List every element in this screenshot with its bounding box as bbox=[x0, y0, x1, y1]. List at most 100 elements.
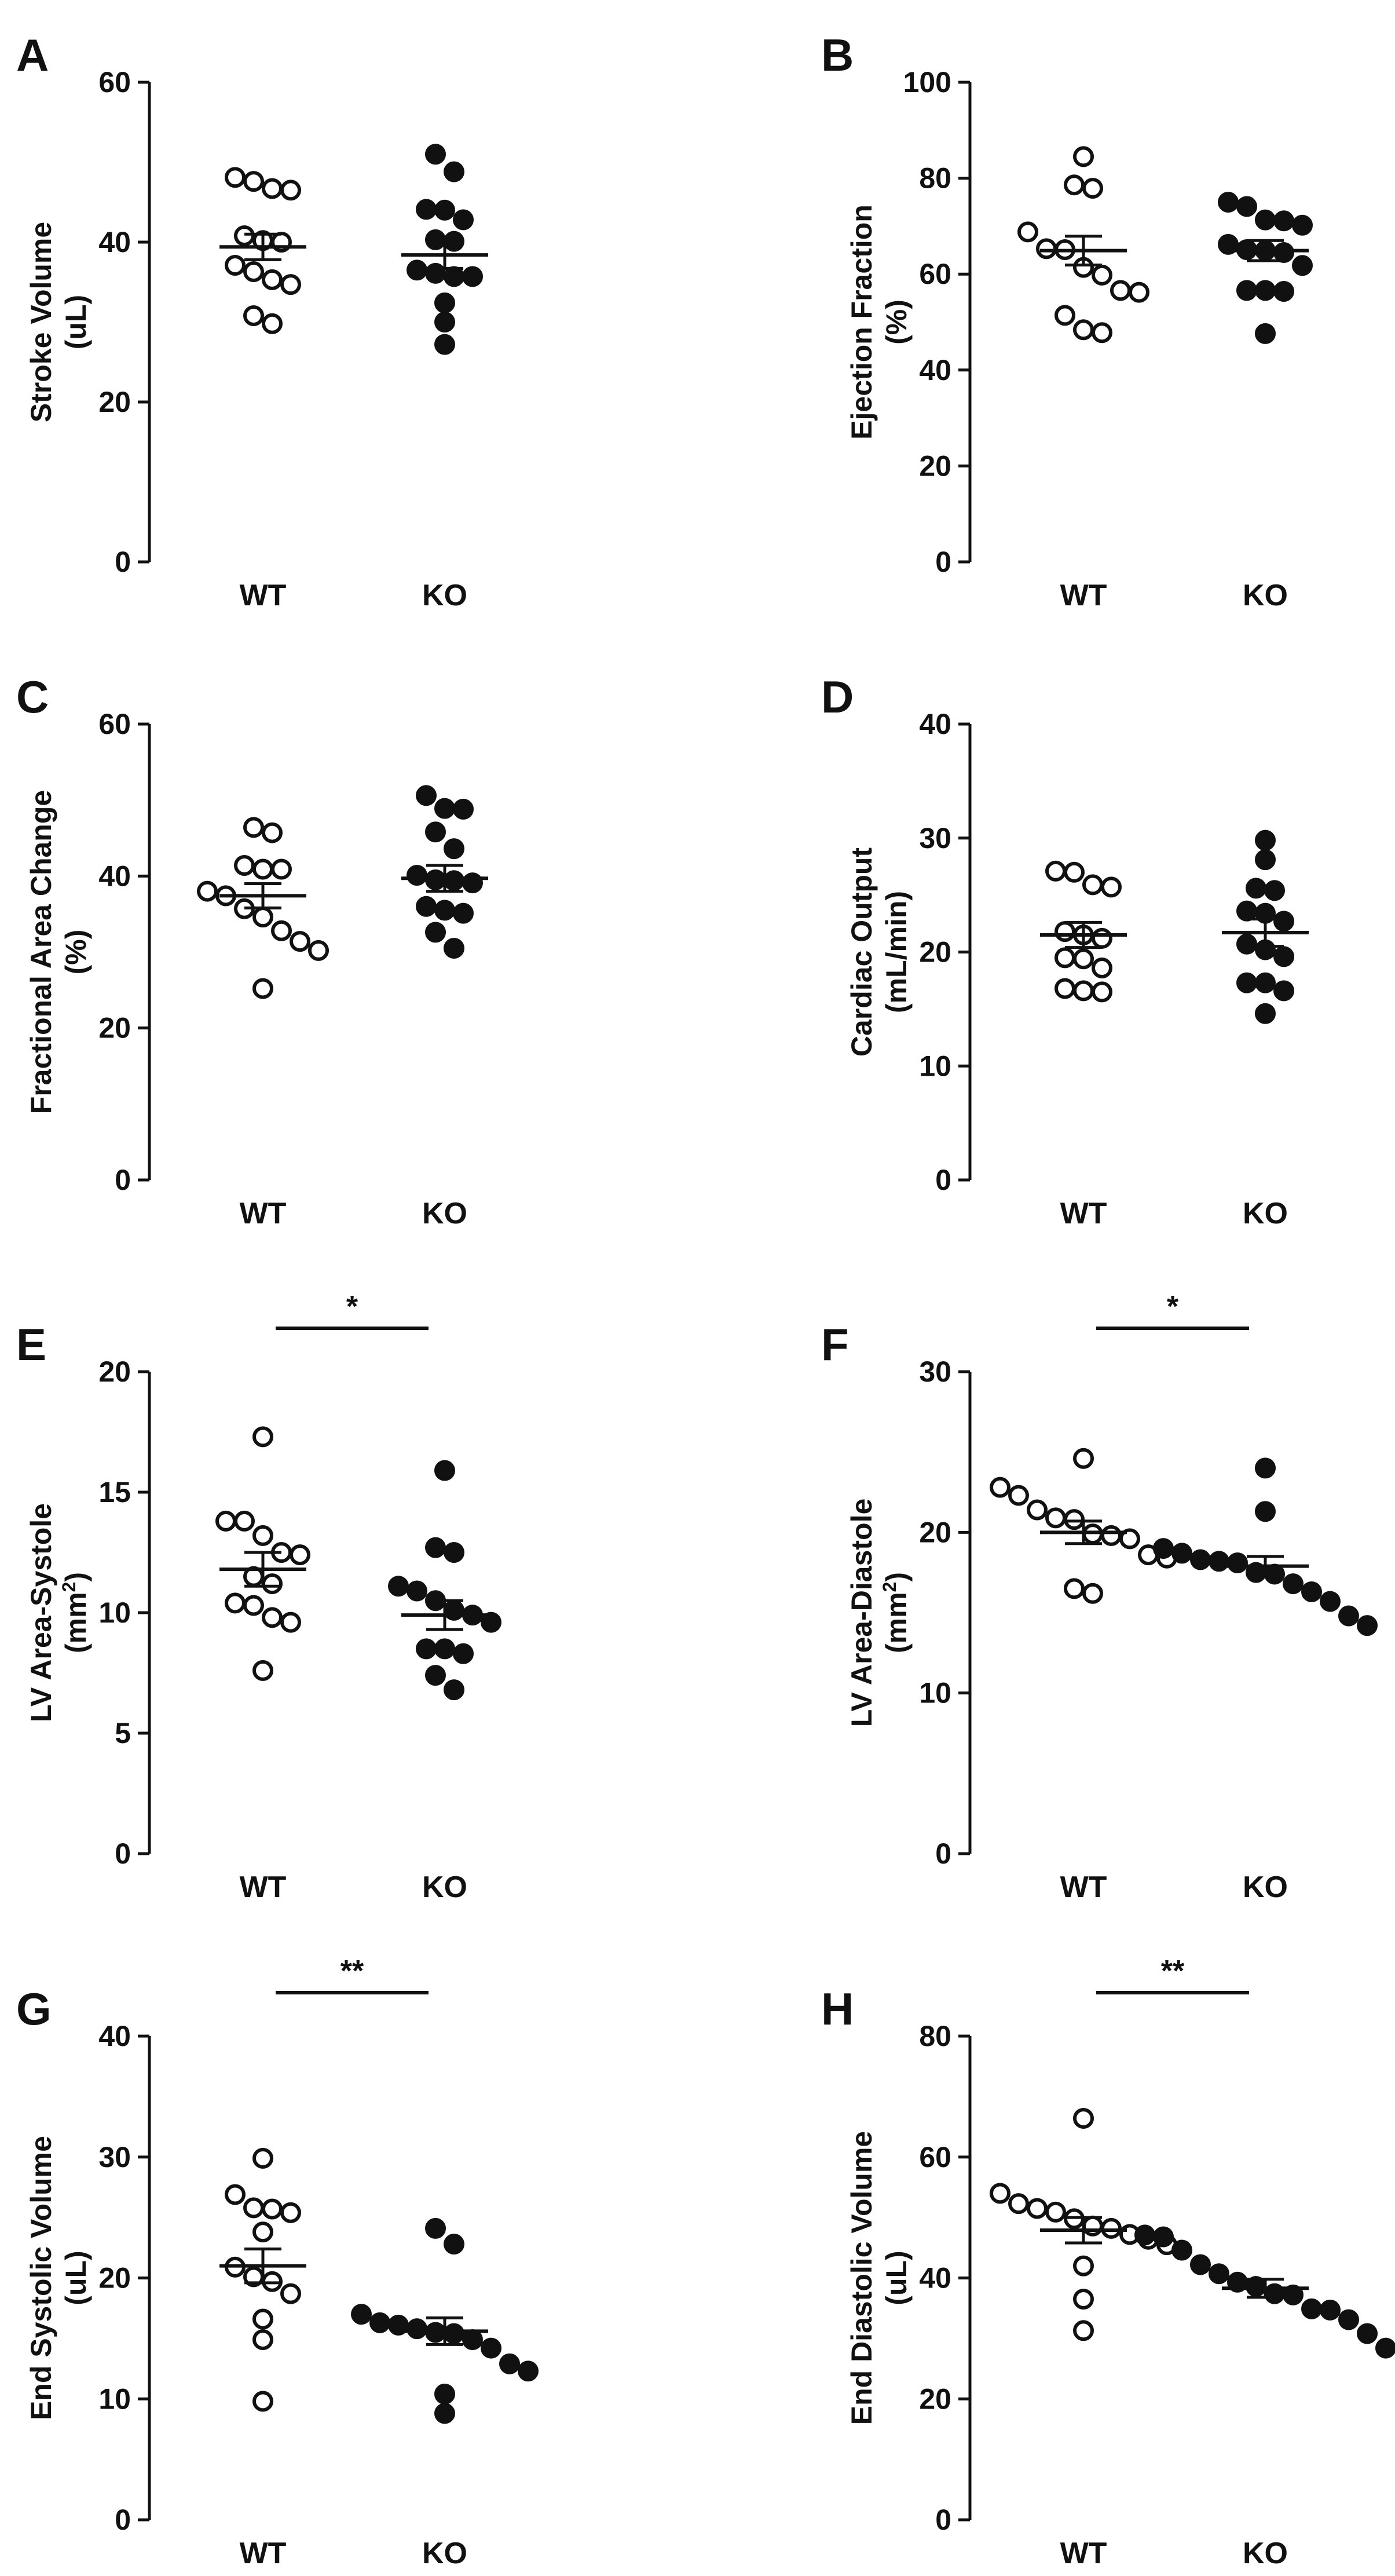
data-point-ko bbox=[1273, 210, 1294, 232]
y-tick-label: 0 bbox=[115, 1837, 131, 1870]
data-point-ko bbox=[434, 312, 455, 332]
data-point-ko bbox=[425, 229, 446, 250]
data-point-wt bbox=[252, 858, 273, 880]
y-tick-label: 20 bbox=[919, 1516, 951, 1548]
data-point-wt bbox=[225, 255, 246, 276]
data-point-ko bbox=[1283, 2284, 1304, 2305]
data-point-ko bbox=[1273, 242, 1294, 263]
data-point-ko bbox=[407, 865, 427, 886]
y-tick-label: 60 bbox=[98, 708, 131, 740]
y-tick-label: 20 bbox=[919, 936, 951, 969]
data-point-wt bbox=[1092, 958, 1112, 979]
panel-g: G 0 10 20 30 40 End Systolic Volume (uL) WT KO ** bbox=[16, 1954, 539, 2570]
y-tick-label: 30 bbox=[919, 822, 951, 854]
data-point-ko bbox=[1190, 1549, 1211, 1570]
data-point-ko bbox=[444, 1679, 464, 1701]
data-point-ko bbox=[1273, 281, 1294, 302]
data-point-wt bbox=[1027, 1499, 1048, 1521]
data-point-ko bbox=[407, 2318, 427, 2340]
data-point-ko bbox=[351, 2304, 372, 2325]
y-tick-label: 20 bbox=[919, 2383, 951, 2415]
data-point-wt bbox=[252, 1426, 273, 1448]
y-tick-label: 60 bbox=[98, 66, 131, 98]
panel-b: B 0 20 40 60 80 100 Ejection Fraction (%) WT KO bbox=[821, 30, 1313, 612]
data-point-ko bbox=[416, 199, 437, 220]
x-tick-label-wt: WT bbox=[240, 2537, 287, 2570]
y-tick-label: 20 bbox=[919, 450, 951, 482]
data-point-wt bbox=[225, 1592, 246, 1614]
data-point-ko bbox=[1357, 2323, 1378, 2344]
data-point-wt bbox=[243, 305, 264, 326]
y-axis-title: Cardiac Output bbox=[845, 847, 878, 1057]
y-tick-label: 40 bbox=[98, 2020, 131, 2052]
data-point-ko bbox=[434, 2383, 455, 2405]
data-point-wt bbox=[234, 1510, 255, 1532]
data-point-wt bbox=[1064, 174, 1085, 196]
x-tick-label-ko: KO bbox=[422, 1197, 467, 1230]
data-point-wt bbox=[1129, 282, 1149, 303]
data-point-ko bbox=[1255, 830, 1276, 851]
data-point-ko bbox=[453, 209, 474, 231]
data-point-ko bbox=[1264, 1563, 1285, 1585]
data-point-wt bbox=[1073, 1448, 1094, 1469]
data-point-ko bbox=[1255, 209, 1276, 231]
y-axis-unit: (uL) bbox=[60, 2250, 92, 2305]
significance-marker: * bbox=[1167, 1290, 1179, 1324]
x-tick-label-ko: KO bbox=[1243, 1197, 1288, 1230]
data-point-ko bbox=[444, 1542, 464, 1563]
significance-marker: ** bbox=[340, 1954, 364, 1988]
y-axis-unit: (mm2) bbox=[879, 1572, 913, 1653]
data-point-ko bbox=[1134, 2224, 1155, 2246]
y-tick-label: 20 bbox=[98, 1012, 131, 1044]
y-axis-unit: (%) bbox=[880, 299, 913, 345]
data-point-ko bbox=[434, 900, 455, 921]
data-point-wt bbox=[1073, 948, 1094, 970]
y-axis-title: End Systolic Volume bbox=[25, 2136, 57, 2420]
data-point-ko bbox=[434, 1460, 455, 1481]
data-point-wt bbox=[1055, 921, 1075, 942]
data-point-ko bbox=[1255, 280, 1276, 301]
y-axis-title: Ejection Fraction bbox=[845, 204, 878, 440]
data-point-wt bbox=[1055, 305, 1075, 326]
x-tick-label-ko: KO bbox=[422, 579, 467, 612]
y-tick-label: 40 bbox=[919, 708, 951, 740]
data-point-ko bbox=[425, 144, 446, 165]
data-point-ko bbox=[1301, 2298, 1322, 2319]
data-point-ko bbox=[1301, 1581, 1322, 1602]
data-point-wt bbox=[1073, 2289, 1094, 2310]
y-tick-label: 0 bbox=[935, 546, 951, 578]
x-tick-label-wt: WT bbox=[240, 579, 287, 612]
data-point-wt bbox=[1082, 874, 1103, 896]
x-tick-label-wt: WT bbox=[1060, 2537, 1107, 2570]
data-point-wt bbox=[262, 2198, 283, 2220]
y-tick-label: 0 bbox=[115, 1164, 131, 1196]
y-tick-label: 80 bbox=[919, 162, 951, 195]
panel-letter: F bbox=[821, 1319, 849, 1370]
data-point-ko bbox=[1153, 1538, 1174, 1559]
x-tick-label-ko: KO bbox=[1243, 2537, 1288, 2570]
data-point-ko bbox=[1338, 1605, 1359, 1627]
data-point-ko bbox=[425, 1537, 446, 1558]
data-point-ko bbox=[407, 1580, 427, 1602]
data-point-wt bbox=[1064, 1578, 1085, 1599]
data-point-wt bbox=[252, 2329, 273, 2350]
data-point-wt bbox=[225, 167, 246, 188]
y-axis-unit: (mL/min) bbox=[880, 891, 913, 1013]
data-point-ko bbox=[453, 1643, 474, 1664]
data-point-ko bbox=[444, 937, 464, 959]
data-point-wt bbox=[1092, 927, 1112, 949]
data-point-ko bbox=[453, 902, 474, 924]
data-point-ko bbox=[1264, 880, 1285, 901]
data-point-wt bbox=[1073, 2107, 1094, 2129]
data-point-wt bbox=[280, 2283, 301, 2304]
y-tick-label: 20 bbox=[98, 1355, 131, 1388]
panel-letter: E bbox=[16, 1319, 46, 1370]
data-point-wt bbox=[1092, 322, 1112, 344]
y-axis-title: LV Area-Diastole bbox=[845, 1499, 878, 1727]
y-axis-unit: (uL) bbox=[60, 295, 92, 349]
data-point-ko bbox=[1171, 1543, 1192, 1564]
y-tick-label: 0 bbox=[935, 2504, 951, 2536]
y-tick-label: 20 bbox=[98, 2262, 131, 2294]
y-axis-unit: (%) bbox=[60, 930, 92, 975]
data-point-ko bbox=[434, 199, 455, 221]
